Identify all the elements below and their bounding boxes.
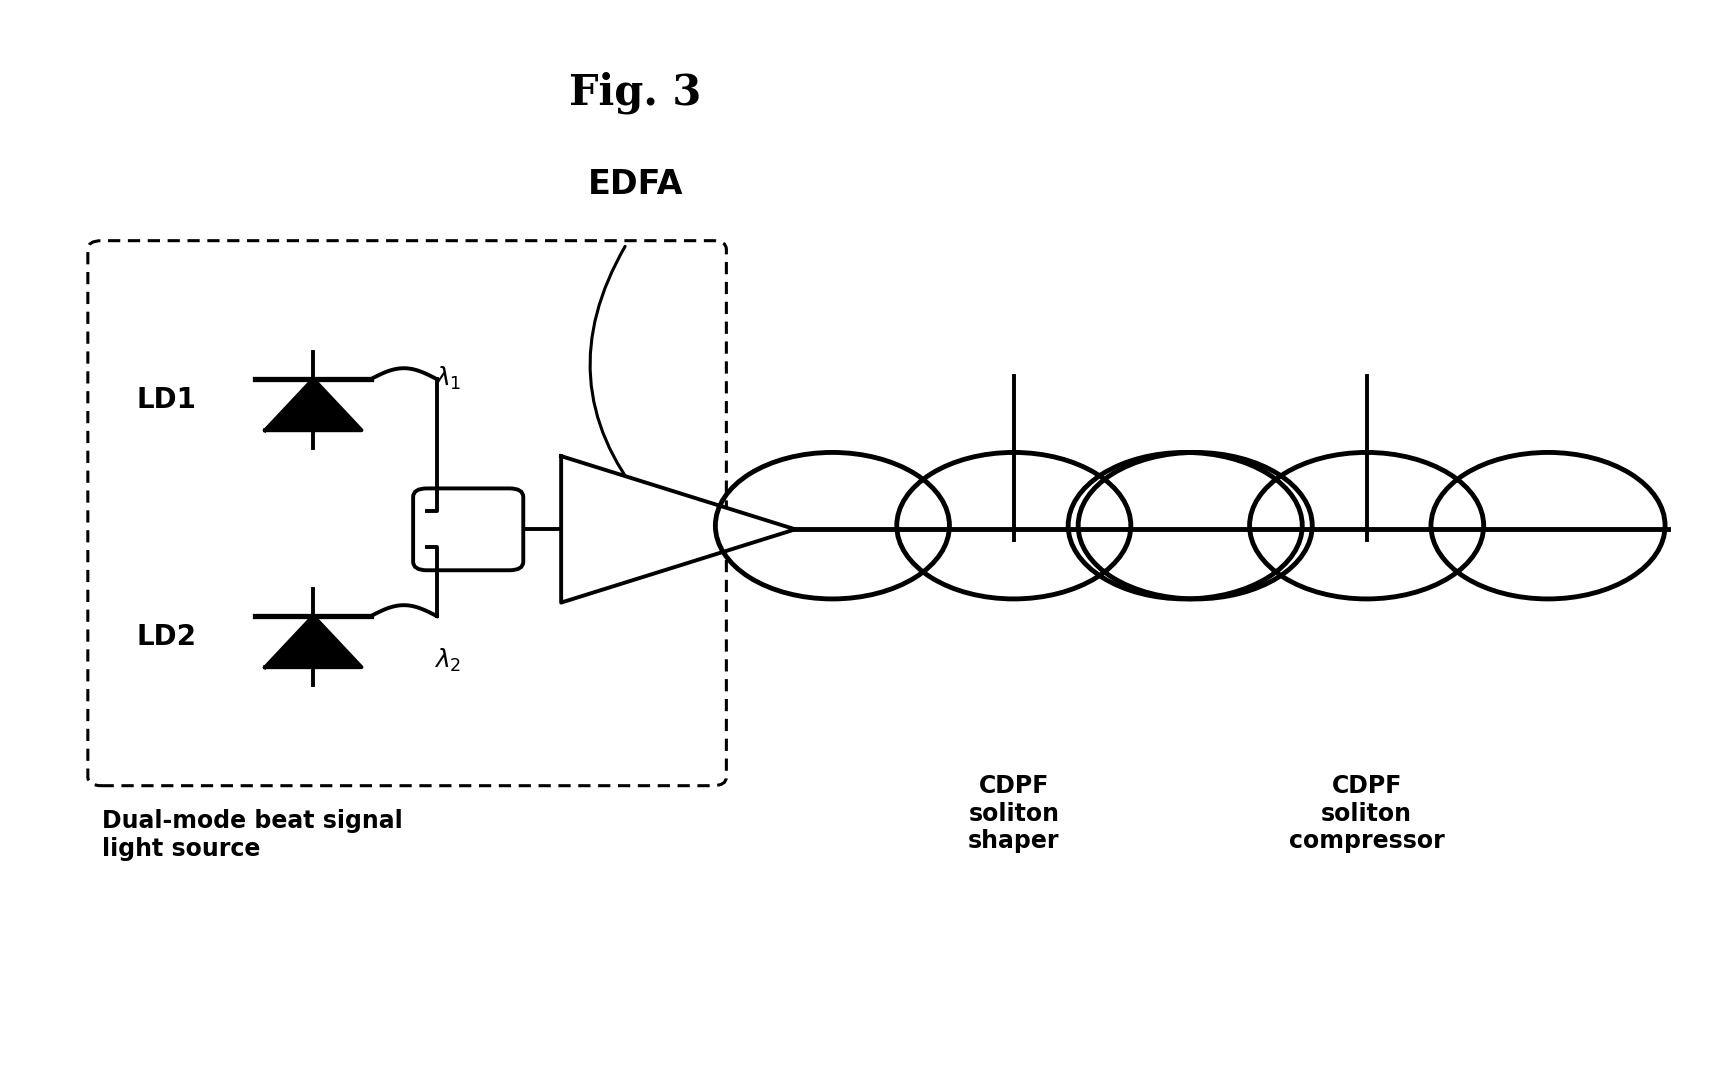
Polygon shape	[265, 616, 361, 668]
Text: $\lambda_2$: $\lambda_2$	[434, 647, 462, 674]
Polygon shape	[560, 456, 795, 602]
FancyBboxPatch shape	[413, 489, 524, 571]
Text: LD2: LD2	[135, 623, 196, 651]
Text: LD1: LD1	[135, 386, 196, 415]
Polygon shape	[265, 379, 361, 430]
Text: Dual-mode beat signal
light source: Dual-mode beat signal light source	[102, 810, 403, 861]
Text: CDPF
soliton
shaper: CDPF soliton shaper	[968, 774, 1060, 853]
Text: Fig. 3: Fig. 3	[569, 72, 701, 115]
Text: EDFA: EDFA	[588, 168, 684, 201]
Text: CDPF
soliton
compressor: CDPF soliton compressor	[1289, 774, 1445, 853]
Text: $\lambda_1$: $\lambda_1$	[434, 365, 462, 392]
